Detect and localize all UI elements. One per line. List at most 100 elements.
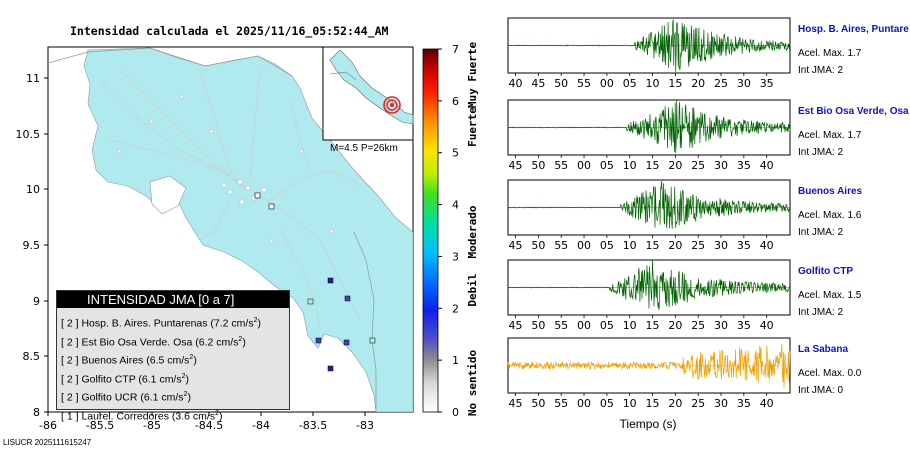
legend-unit-exponent: 2 bbox=[238, 335, 243, 343]
time-tick-label: 05 bbox=[600, 239, 614, 252]
inset-map[interactable] bbox=[322, 46, 414, 141]
seismogram-panel: 45 50 55 00 05 10 15 20 25 30 35 40 bbox=[507, 99, 791, 172]
time-tick-label: 05 bbox=[600, 397, 614, 410]
legend-station: Golfito UCR (6.1 cm/s bbox=[81, 391, 184, 404]
station-marker[interactable] bbox=[369, 337, 376, 344]
time-tick-label: 55 bbox=[554, 397, 568, 410]
station-marker[interactable] bbox=[344, 295, 351, 302]
lon-tick-label: -84 bbox=[252, 419, 270, 432]
colorbar-category-label: Fuerte bbox=[466, 107, 479, 147]
lat-tick-label: 10 bbox=[26, 183, 40, 196]
station-marker[interactable] bbox=[343, 339, 350, 346]
legend-unit-exponent: 2 bbox=[189, 354, 194, 362]
lat-tick-label: 9.5 bbox=[23, 239, 41, 252]
time-tick-label: 10 bbox=[623, 239, 637, 252]
seismogram-panel: 45 50 55 00 05 10 15 20 25 30 35 40 bbox=[507, 259, 791, 332]
time-tick-label: 15 bbox=[668, 77, 682, 90]
station-title[interactable]: Hosp. B. Aires, Puntare bbox=[798, 24, 909, 35]
town-markers bbox=[117, 94, 334, 244]
panama-border bbox=[353, 231, 377, 412]
time-tick-label: 20 bbox=[691, 77, 705, 90]
legend-row: [ 2 ] Buenos Aires (6.5 cm/s2) bbox=[57, 349, 289, 368]
station-marker[interactable] bbox=[327, 365, 334, 372]
station-marker[interactable] bbox=[307, 298, 314, 305]
time-tick-label: 15 bbox=[646, 319, 660, 332]
waveform-trace bbox=[507, 19, 791, 73]
station-max-accel: Acel. Max. 1.7 bbox=[798, 48, 862, 59]
colorbar-tick-label: 5 bbox=[452, 147, 459, 160]
station-marker[interactable] bbox=[254, 192, 261, 199]
epicenter-ring-outer bbox=[383, 96, 401, 114]
legend-unit-exponent: 2 bbox=[183, 391, 188, 399]
legend-close-paren: ) bbox=[193, 354, 197, 367]
time-tick-label: 55 bbox=[554, 159, 568, 172]
time-tick-label: 05 bbox=[600, 319, 614, 332]
time-tick-label: 45 bbox=[509, 397, 523, 410]
time-tick-label: 50 bbox=[531, 319, 545, 332]
colorbar-tick-label: 1 bbox=[452, 354, 459, 367]
waveform-trace bbox=[508, 100, 791, 154]
legend-title: INTENSIDAD JMA [0 a 7] bbox=[57, 291, 289, 308]
station-title[interactable]: Buenos Aires bbox=[798, 186, 863, 197]
station-jma-intensity: Int JMA: 0 bbox=[798, 385, 844, 396]
time-tick-label: 50 bbox=[531, 397, 545, 410]
waveform-trace bbox=[507, 259, 791, 311]
legend-close-paren: ) bbox=[257, 317, 262, 330]
time-tick-label: 35 bbox=[737, 159, 751, 172]
time-tick-label: 25 bbox=[691, 159, 705, 172]
intensity-legend: INTENSIDAD JMA [0 a 7] [ 2 ] Hosp. B. Ai… bbox=[56, 290, 290, 422]
legend-intensity: [ 2 ] bbox=[61, 336, 82, 349]
lon-tick-label: -83 bbox=[356, 419, 374, 432]
time-tick-label: 30 bbox=[714, 319, 728, 332]
time-tick-label: 55 bbox=[554, 319, 568, 332]
colorbar-tick-label: 2 bbox=[452, 302, 459, 315]
station-jma-intensity: Int JMA: 2 bbox=[798, 227, 844, 238]
station-max-accel: Acel. Max. 1.7 bbox=[798, 130, 862, 141]
time-tick-label: 50 bbox=[531, 239, 545, 252]
legend-station: Laurel. Corredores (3.6 cm/s bbox=[81, 410, 216, 423]
time-tick-label: 05 bbox=[623, 77, 637, 90]
station-title[interactable]: La Sabana bbox=[798, 344, 849, 355]
epicenter-marker bbox=[390, 103, 394, 107]
time-axis-label: Tiempo (s) bbox=[620, 417, 677, 431]
time-tick-label: 00 bbox=[577, 397, 591, 410]
time-tick-label: 35 bbox=[737, 319, 751, 332]
colorbar-category-label: No sentido bbox=[466, 350, 479, 417]
time-tick-label: 25 bbox=[691, 239, 705, 252]
colorbar-tick-label: 7 bbox=[452, 43, 459, 56]
station-marker[interactable] bbox=[327, 277, 334, 284]
time-tick-label: 20 bbox=[668, 239, 682, 252]
time-tick-label: 35 bbox=[737, 239, 751, 252]
epicenter-ring-inner bbox=[386, 99, 398, 111]
time-tick-label: 10 bbox=[623, 159, 637, 172]
legend-row: [ 1 ] Laurel. Corredores (3.6 cm/s2) bbox=[57, 405, 289, 424]
station-title[interactable]: Golfito CTP bbox=[798, 266, 853, 277]
station-jma-intensity: Int JMA: 2 bbox=[798, 65, 844, 76]
time-tick-label: 15 bbox=[646, 239, 660, 252]
time-tick-label: 30 bbox=[737, 77, 751, 90]
time-tick-label: 20 bbox=[668, 397, 682, 410]
nicoya-gulf bbox=[149, 175, 187, 215]
colorbar-gradient bbox=[422, 48, 439, 413]
time-tick-label: 40 bbox=[760, 239, 774, 252]
station-marker[interactable] bbox=[315, 337, 322, 344]
legend-station: Buenos Aires (6.5 cm/s bbox=[81, 354, 190, 367]
time-tick-label: 10 bbox=[623, 397, 637, 410]
colorbar-category-label: Debil bbox=[466, 273, 479, 306]
lon-tick-label: -85.5 bbox=[86, 419, 114, 432]
station-marker[interactable] bbox=[268, 203, 275, 210]
footer-id: LISUCR 2025111615247 bbox=[3, 438, 92, 447]
station-markers[interactable] bbox=[254, 192, 376, 372]
time-tick-label: 00 bbox=[577, 159, 591, 172]
legend-intensity: [ 2 ] bbox=[61, 373, 82, 386]
time-tick-label: 10 bbox=[646, 77, 660, 90]
map-axes: -86 -85.5 -85 -84.5 -84 -83.5 -83 11 10.5 10 9.5 9 8… bbox=[16, 72, 374, 432]
time-tick-label: 55 bbox=[554, 239, 568, 252]
lon-tick-label: -83.5 bbox=[299, 419, 327, 432]
legend-station: Hosp. B. Aires. Puntarenas (7.2 cm/s bbox=[81, 317, 254, 330]
station-title[interactable]: Est Bio Osa Verde, Osa bbox=[798, 106, 909, 117]
map-title: Intensidad calculada el 2025/11/16_05:52… bbox=[70, 24, 389, 38]
station-max-accel: Acel. Max. 1.6 bbox=[798, 210, 862, 221]
